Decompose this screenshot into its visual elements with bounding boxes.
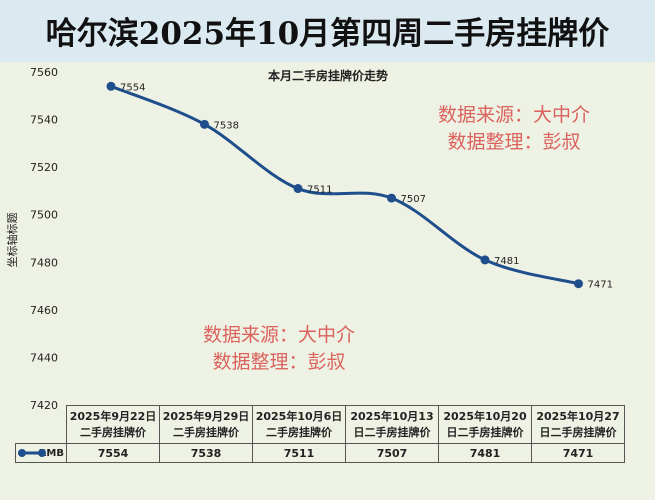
y-tick-label: 7440: [30, 351, 58, 364]
table-value-cell: 7481: [438, 443, 532, 463]
table-value-cell: 7554: [66, 443, 160, 463]
table-value-cell: 7507: [345, 443, 439, 463]
watermark-source: 数据来源：大中介: [203, 324, 356, 346]
category-label-line: 2025年10月6日: [255, 409, 343, 423]
data-point: [106, 81, 116, 91]
legend-label: RMB: [38, 447, 64, 459]
category-label-line: 2025年10月20: [443, 409, 527, 423]
data-label: 7507: [401, 194, 426, 205]
watermark-author: 数据整理：彭叔: [447, 131, 581, 153]
y-tick-label: 7560: [30, 66, 58, 79]
category-label-line: 二手房挂牌价: [80, 425, 146, 439]
watermark-author: 数据整理：彭叔: [212, 351, 346, 373]
table-value-cell: 7471: [531, 443, 625, 463]
table-value-cell: 7511: [252, 443, 346, 463]
category-header: 2025年9月22日 二手房挂牌价: [66, 405, 160, 444]
watermark-top: 数据来源：大中介 数据整理：彭叔: [438, 102, 590, 156]
data-label: 7471: [588, 280, 613, 291]
y-tick-label: 7540: [30, 114, 58, 127]
data-point: [574, 279, 583, 289]
y-tick-label: 7460: [30, 304, 58, 317]
category-label-line: 2025年10月13: [350, 409, 434, 423]
data-table: 2025年9月22日 二手房挂牌价 2025年9月29日 二手房挂牌价 2025年10月…: [15, 405, 625, 463]
legend-line-marker-icon: [18, 449, 46, 457]
category-label-line: 2025年9月22日: [69, 409, 157, 423]
data-label: 7481: [494, 256, 519, 267]
data-label: 7554: [120, 82, 145, 93]
table-corner: [16, 406, 67, 444]
category-header: 2025年10月6日 二手房挂牌价: [252, 405, 346, 444]
category-label-line: 日二手房挂牌价: [446, 425, 524, 439]
category-header: 2025年9月29日 二手房挂牌价: [159, 405, 253, 444]
y-tick-label: 7420: [30, 399, 58, 412]
category-label-line: 2025年10月27: [536, 409, 620, 423]
legend-key: RMB: [15, 443, 67, 463]
watermark-bottom: 数据来源：大中介 数据整理：彭叔: [203, 322, 355, 376]
chart-title: 本月二手房挂牌价走势: [268, 68, 388, 83]
page-title: 哈尔滨2025年10月第四周二手房挂牌价: [45, 16, 610, 52]
data-point: [387, 193, 396, 203]
category-header: 2025年10月20 日二手房挂牌价: [438, 405, 532, 444]
category-label-line: 日二手房挂牌价: [353, 425, 431, 439]
data-label: 7538: [214, 120, 239, 131]
data-point: [480, 255, 490, 265]
category-header: 2025年10月13 日二手房挂牌价: [345, 405, 439, 444]
y-tick-label: 7480: [30, 256, 58, 269]
y-axis-title: 坐标轴标题: [5, 213, 19, 268]
category-header: 2025年10月27 日二手房挂牌价: [531, 405, 625, 444]
category-label-line: 二手房挂牌价: [173, 425, 239, 439]
header-banner: 哈尔滨2025年10月第四周二手房挂牌价: [0, 0, 655, 62]
data-point: [200, 119, 209, 129]
data-label: 7511: [307, 185, 332, 196]
y-tick-label: 7520: [30, 161, 58, 174]
category-label-line: 日二手房挂牌价: [539, 425, 617, 439]
table-value-cell: 7538: [159, 443, 253, 463]
data-point: [293, 184, 303, 194]
category-label-line: 2025年9月29日: [162, 409, 250, 423]
y-tick-label: 7500: [30, 209, 58, 222]
watermark-source: 数据来源：大中介: [438, 104, 591, 126]
category-label-line: 二手房挂牌价: [266, 425, 332, 439]
